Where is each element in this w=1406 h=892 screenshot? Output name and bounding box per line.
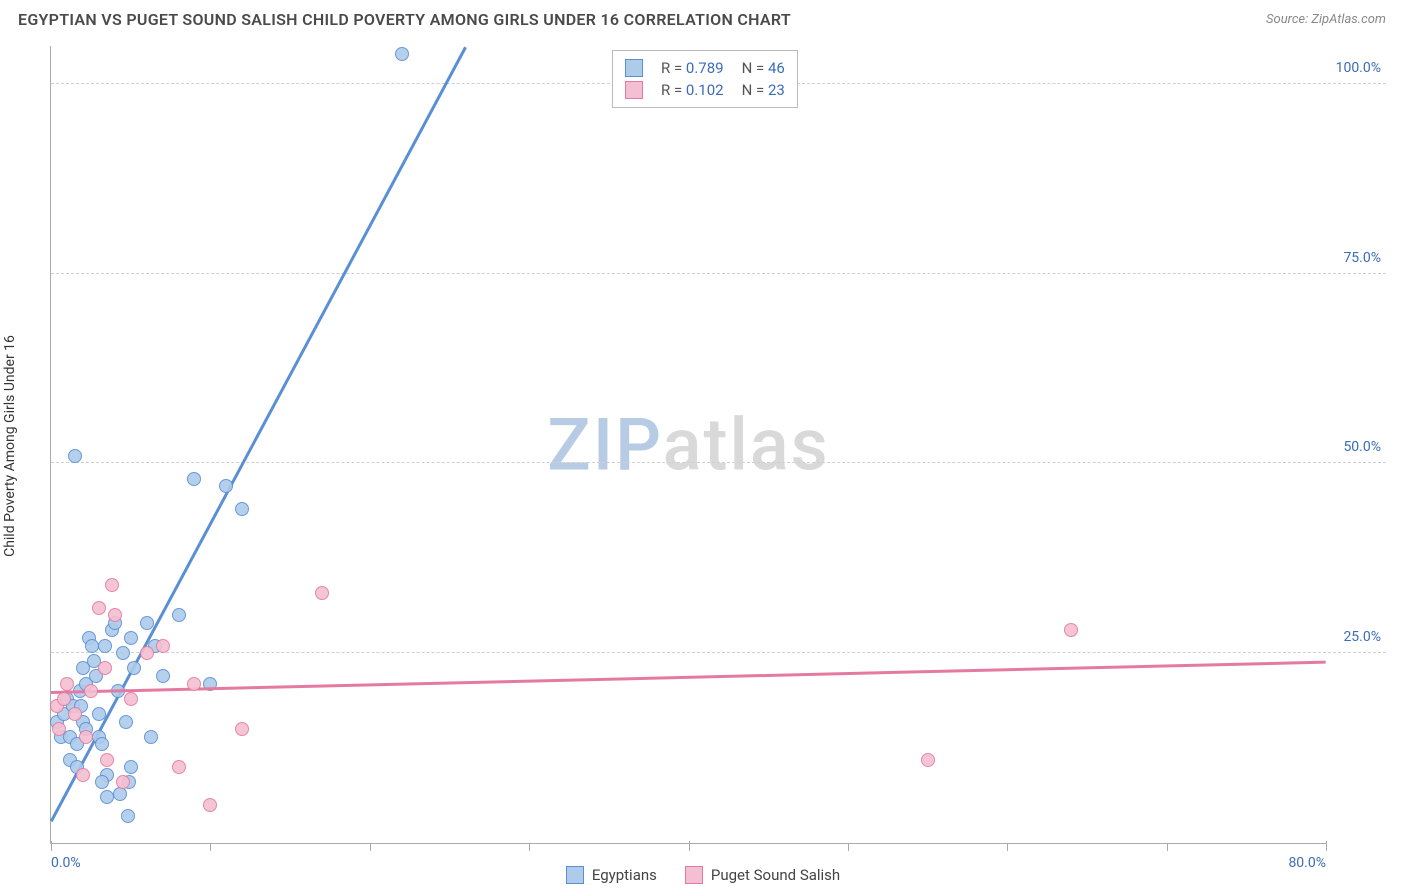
stats-legend-row: R = 0.102 N = 23 [625, 79, 785, 101]
n-label: N = 46 [742, 59, 785, 77]
chart-header: EGYPTIAN VS PUGET SOUND SALISH CHILD POV… [0, 0, 1406, 37]
source-label: Source: ZipAtlas.com [1266, 12, 1386, 27]
gridline-h [51, 273, 1386, 274]
data-point [140, 646, 154, 660]
trend-line [51, 661, 1326, 694]
x-minor-tick [1007, 843, 1008, 851]
data-point [92, 601, 106, 615]
data-point [187, 472, 201, 486]
data-point [79, 730, 93, 744]
r-label: R = 0.102 [661, 81, 724, 99]
data-point [84, 684, 98, 698]
data-point [108, 608, 122, 622]
data-point [116, 775, 130, 789]
gridline-h [51, 652, 1386, 653]
data-point [116, 646, 130, 660]
y-tick-label: 75.0% [1343, 250, 1381, 266]
x-tick-mark [51, 841, 52, 851]
data-point [76, 768, 90, 782]
y-axis-label: Child Poverty Among Girls Under 16 [2, 335, 18, 557]
data-point [68, 449, 82, 463]
watermark-zip: ZIP [547, 402, 662, 487]
data-point [921, 753, 935, 767]
data-point [156, 669, 170, 683]
data-point [68, 707, 82, 721]
data-point [52, 722, 66, 736]
data-point [121, 809, 135, 823]
data-point [315, 586, 329, 600]
data-point [172, 608, 186, 622]
data-point [95, 737, 109, 751]
data-point [219, 479, 233, 493]
stats-legend: R = 0.789 N = 46 R = 0.102 N = 23 [612, 50, 798, 108]
data-point [92, 707, 106, 721]
data-point [98, 661, 112, 675]
plot-area: ZIPatlas 25.0%50.0%75.0%100.0%0.0%80.0%R… [50, 46, 1386, 844]
r-label: R = 0.789 [661, 59, 724, 77]
x-minor-tick [848, 843, 849, 851]
legend-item-egyptians: Egyptians [566, 866, 657, 884]
x-minor-tick [370, 843, 371, 851]
gridline-h [51, 462, 1386, 463]
data-point [119, 715, 133, 729]
data-point [127, 661, 141, 675]
legend-swatch-egyptians [566, 866, 584, 884]
data-point [124, 631, 138, 645]
data-point [100, 753, 114, 767]
watermark: ZIPatlas [547, 402, 829, 487]
data-point [203, 798, 217, 812]
legend-swatch-puget [685, 866, 703, 884]
y-tick-label: 100.0% [1336, 60, 1381, 76]
data-point [98, 639, 112, 653]
data-point [144, 730, 158, 744]
data-point [105, 578, 119, 592]
y-tick-label: 50.0% [1343, 439, 1381, 455]
trend-line [50, 47, 467, 822]
stats-legend-row: R = 0.789 N = 46 [625, 57, 785, 79]
x-minor-tick [210, 843, 211, 851]
data-point [95, 775, 109, 789]
data-point [235, 722, 249, 736]
watermark-atlas: atlas [663, 402, 830, 487]
bottom-legend: Egyptians Puget Sound Salish [0, 866, 1406, 884]
data-point [60, 677, 74, 691]
data-point [57, 692, 71, 706]
data-point [1064, 623, 1078, 637]
x-minor-tick [1167, 843, 1168, 851]
legend-label-puget: Puget Sound Salish [711, 866, 840, 884]
data-point [172, 760, 186, 774]
data-point [395, 47, 409, 61]
data-point [140, 616, 154, 630]
data-point [187, 677, 201, 691]
plot-inner: ZIPatlas 25.0%50.0%75.0%100.0%0.0%80.0%R… [50, 46, 1326, 844]
chart-title: EGYPTIAN VS PUGET SOUND SALISH CHILD POV… [18, 10, 791, 29]
legend-swatch [625, 81, 643, 99]
data-point [124, 760, 138, 774]
legend-item-puget: Puget Sound Salish [685, 866, 840, 884]
x-tick-mark [689, 841, 690, 851]
data-point [124, 692, 138, 706]
x-tick-mark [1326, 841, 1327, 851]
x-minor-tick [529, 843, 530, 851]
legend-label-egyptians: Egyptians [592, 866, 657, 884]
data-point [235, 502, 249, 516]
legend-swatch [625, 59, 643, 77]
data-point [156, 639, 170, 653]
y-tick-label: 25.0% [1343, 629, 1381, 645]
n-label: N = 23 [742, 81, 785, 99]
